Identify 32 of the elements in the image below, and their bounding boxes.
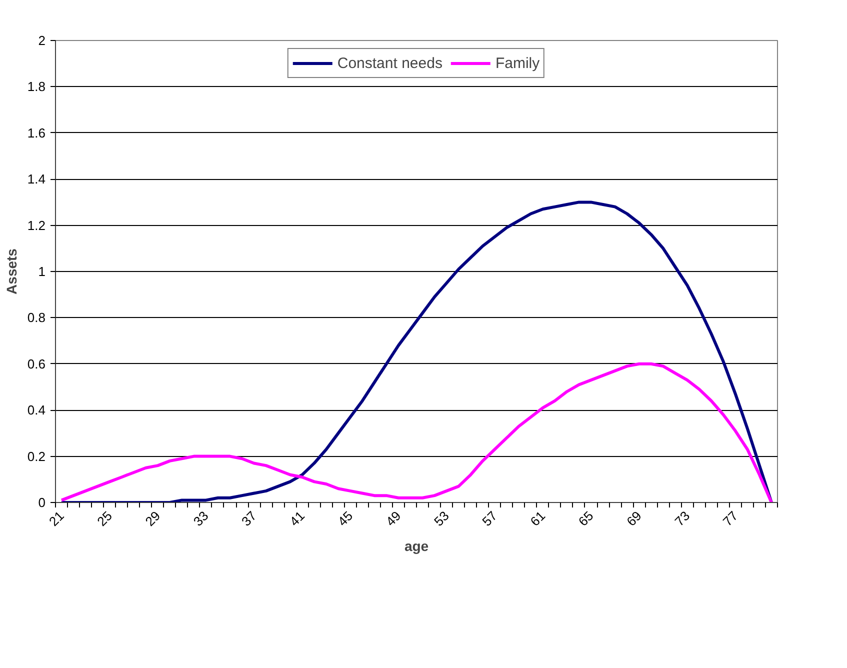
x-tick-label: 77 — [720, 508, 741, 530]
x-tick-label: 53 — [431, 508, 452, 530]
x-tick-label: 37 — [238, 508, 260, 530]
y-tick-label: 0.8 — [27, 310, 46, 326]
y-tick-label: 1.2 — [27, 218, 46, 233]
line-series — [60, 200, 773, 502]
x-tick-label: 25 — [94, 508, 115, 530]
y-tick-label: 0.6 — [27, 356, 46, 372]
y-tick-label: 0.4 — [27, 402, 46, 418]
x-tick-label: 41 — [286, 508, 308, 530]
x-tick-label: 57 — [479, 508, 500, 530]
x-tick-label: 73 — [672, 508, 693, 530]
x-axis-title: age — [404, 538, 429, 554]
y-tick-label: 1 — [38, 264, 46, 279]
line-series — [60, 362, 773, 502]
y-tick-label: 1.6 — [27, 125, 46, 140]
y-tick-label: 2 — [38, 33, 46, 48]
x-tick-label: 65 — [575, 508, 596, 530]
x-tick-label: 33 — [190, 508, 212, 530]
x-tick-label: 61 — [527, 508, 548, 530]
y-axis-title: Assets — [3, 248, 20, 294]
y-tick-label: 1.4 — [27, 172, 46, 187]
x-tick-label: 45 — [334, 508, 356, 530]
y-tick-label: 0.2 — [27, 448, 46, 464]
y-tick-label: 1.8 — [27, 79, 46, 94]
legend-label: Constant needs — [337, 54, 442, 72]
legend-label: Family — [495, 54, 540, 72]
x-tick-label: 69 — [624, 508, 644, 530]
y-tick-label: 0 — [38, 495, 46, 510]
x-tick-label: 49 — [382, 508, 404, 530]
x-tick-label: 21 — [46, 508, 67, 530]
x-tick-label: 29 — [142, 508, 164, 530]
